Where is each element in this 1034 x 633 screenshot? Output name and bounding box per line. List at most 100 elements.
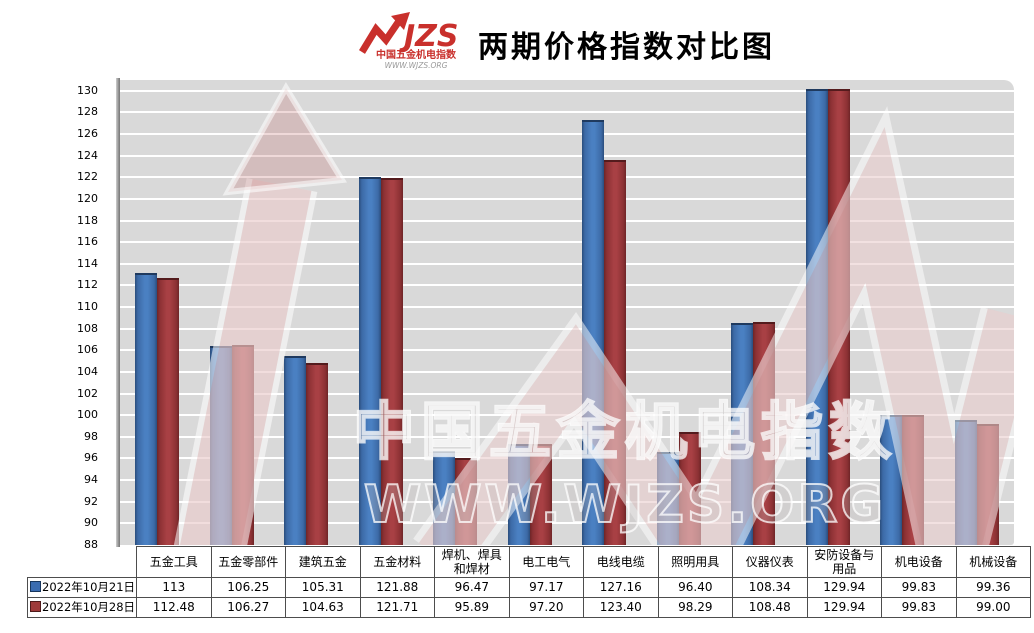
legend-cell: 2022年10月21日 (26, 577, 138, 598)
legend-label: 2022年10月28日 (42, 600, 136, 614)
gridline (120, 392, 1014, 395)
category-header-cell: 焊机、焊具和焊材 (434, 546, 510, 578)
y-axis-label: 96 (84, 451, 98, 465)
value-cell: 123.40 (583, 597, 659, 618)
value-cell: 95.89 (434, 597, 510, 618)
bar-s1-c1 (231, 345, 254, 545)
bar-s0-c4 (433, 451, 456, 545)
value-cell: 105.31 (285, 577, 361, 598)
y-axis-label: 104 (77, 364, 98, 378)
value-cell: 99.36 (955, 577, 1032, 598)
y-axis-label: 120 (77, 191, 98, 205)
y-axis-label: 112 (77, 278, 98, 292)
bar-s1-c3 (380, 178, 403, 545)
value-cell: 127.16 (583, 577, 659, 598)
y-axis-label: 118 (77, 213, 98, 227)
bar-s1-c10 (902, 415, 925, 545)
series-row: 2022年10月28日 112.48 106.27 104.63 121.71 95.89… (26, 597, 1032, 618)
category-header-cell: 五金工具 (136, 546, 212, 578)
value-cell: 121.88 (359, 577, 436, 598)
logo-arrow-icon (359, 12, 410, 54)
y-axis-label: 98 (84, 429, 98, 443)
bar-s1-c6 (604, 160, 627, 545)
gridline (120, 349, 1014, 352)
value-cell: 96.40 (657, 577, 734, 598)
value-cell: 97.17 (508, 577, 585, 598)
y-axis-label: 88 (84, 538, 98, 551)
value-cell: 106.27 (210, 597, 287, 618)
value-cell: 129.94 (806, 597, 883, 618)
logo-brand-text: JZS (399, 19, 459, 54)
category-header-cell: 机械设备 (955, 546, 1032, 578)
y-axis-label: 108 (77, 321, 98, 335)
bar-s0-c7 (656, 452, 679, 545)
bar-s0-c2 (284, 355, 307, 545)
bar-s0-c6 (582, 119, 605, 545)
value-cell: 112.48 (136, 597, 212, 618)
bar-s1-c8 (753, 321, 776, 545)
y-axis-label: 110 (77, 300, 98, 314)
value-cell: 108.48 (732, 597, 808, 618)
category-header-cell: 五金材料 (359, 546, 436, 578)
gridline (120, 219, 1014, 222)
category-header-cell: 五金零部件 (210, 546, 287, 578)
bar-s1-c5 (529, 443, 552, 545)
category-header-cell: 电线电缆 (583, 546, 659, 578)
category-header-row: 五金工具 五金零部件 建筑五金 五金材料 焊机、焊具和焊材 电工电气 电线电缆 照明用具 仪器仪… (28, 546, 1032, 578)
y-axis-label: 126 (77, 127, 98, 141)
y-axis-label: 128 (77, 105, 98, 119)
y-axis-label: 114 (77, 256, 98, 270)
legend-swatch (30, 601, 41, 612)
y-axis-label: 100 (77, 408, 98, 422)
bar-s0-c0 (135, 272, 158, 545)
chart-title: 两期价格指数对比图 (478, 30, 775, 65)
value-cell: 106.25 (210, 577, 287, 598)
y-axis-label: 102 (77, 386, 98, 400)
value-cell: 99.00 (955, 597, 1032, 618)
y-axis-line (116, 78, 120, 547)
gridline (120, 327, 1014, 330)
y-axis-label: 94 (84, 473, 98, 487)
value-cell: 97.20 (508, 597, 585, 618)
logo-url: WWW.WJZS.ORG (385, 61, 448, 70)
bar-s0-c10 (880, 415, 903, 545)
y-axis-label: 106 (77, 343, 98, 357)
value-cell: 98.29 (657, 597, 734, 618)
y-axis-label: 124 (77, 148, 98, 162)
value-cell: 108.34 (732, 577, 808, 598)
bar-s0-c11 (954, 420, 977, 545)
value-cell: 121.71 (359, 597, 436, 618)
bar-s0-c1 (209, 345, 232, 545)
legend-label: 2022年10月21日 (42, 580, 136, 594)
gridline (120, 89, 1014, 92)
gridline (120, 241, 1014, 244)
category-header-cell: 照明用具 (657, 546, 734, 578)
table-corner-cell (28, 547, 137, 578)
series-row: 2022年10月21日 113 106.25 105.31 121.88 96.47 97.… (26, 577, 1032, 598)
value-cell: 129.94 (806, 577, 883, 598)
bar-s1-c0 (157, 278, 180, 545)
bar-s1-c4 (455, 457, 478, 545)
y-axis-label: 130 (77, 83, 98, 97)
gridline (120, 306, 1014, 309)
plot-area: 中国五金机电指数 WWW.WJZS.ORG (120, 80, 1014, 545)
legend-swatch (30, 581, 41, 592)
category-header-cell: 建筑五金 (285, 546, 361, 578)
category-header-cell: 机电设备 (881, 546, 957, 578)
value-cell: 99.83 (881, 577, 957, 598)
gridline (120, 197, 1014, 200)
gridline (120, 133, 1014, 136)
gridline (120, 284, 1014, 287)
gridline (120, 154, 1014, 157)
y-axis-label: 122 (77, 170, 98, 184)
bar-s0-c9 (805, 89, 828, 545)
value-cell: 104.63 (285, 597, 361, 618)
category-header-cell: 安防设备与用品 (806, 546, 883, 578)
y-axis-label: 90 (84, 516, 98, 530)
category-header-cell: 电工电气 (508, 546, 585, 578)
bar-s0-c8 (731, 323, 754, 545)
gridline (120, 370, 1014, 373)
value-cell: 99.83 (881, 597, 957, 618)
y-axis-label: 92 (84, 494, 98, 508)
